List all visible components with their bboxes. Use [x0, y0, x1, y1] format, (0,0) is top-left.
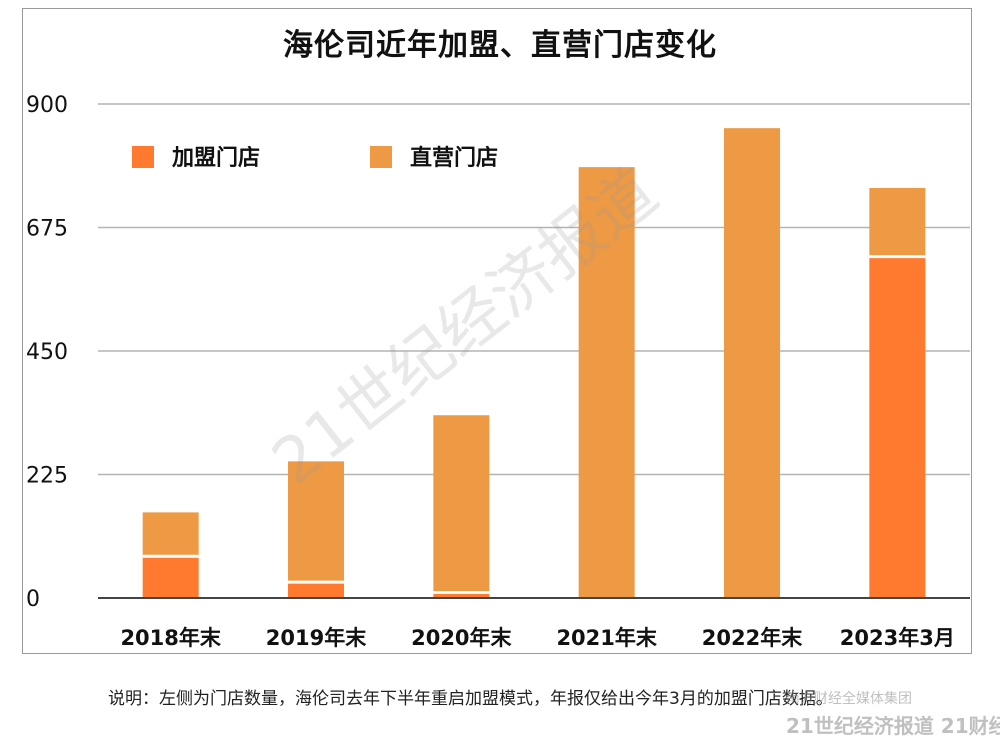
- y-tick-label: 0: [26, 587, 40, 612]
- bars-layer: [142, 128, 926, 598]
- y-tick-label: 675: [26, 217, 68, 242]
- x-tick-label: 2019年末: [266, 626, 367, 650]
- chart-title: 海伦司近年加盟、直营门店变化: [283, 28, 717, 63]
- bar-franchise: [433, 592, 490, 598]
- stacked-bar-chart: 0 225 450 675 900 2018年末 2019年末 2020年末 2021年末 202…: [26, 93, 970, 650]
- legend-swatch-franchise: [132, 146, 154, 168]
- chart-note: 说明：左侧为门店数量，海伦司去年下半年重启加盟模式，年报仅给出今年3月的加盟门店…: [108, 689, 833, 709]
- axis-layer: 0 225 450 675 900 2018年末 2019年末 2020年末 2021年末 202…: [26, 93, 970, 650]
- x-tick-label: 2023年3月: [840, 626, 955, 650]
- bar-direct: [869, 187, 926, 257]
- bar-direct: [288, 461, 344, 583]
- bar-direct: [724, 128, 780, 598]
- bar-direct: [433, 415, 490, 593]
- logo-line-2: 21世纪经济报道 21财经: [786, 714, 1000, 738]
- x-tick-label: 2022年末: [702, 626, 803, 650]
- bar-franchise: [288, 582, 344, 598]
- bar-franchise: [869, 256, 926, 598]
- x-tick-label: 2020年末: [411, 626, 512, 650]
- legend-layer: 加盟门店 直营门店: [132, 145, 498, 171]
- legend-label-franchise: 加盟门店: [171, 145, 260, 171]
- grid-layer: [98, 103, 970, 476]
- legend-swatch-direct: [370, 146, 392, 168]
- bar-direct: [142, 512, 199, 557]
- bar-franchise: [142, 556, 199, 598]
- x-tick-label: 2021年末: [556, 626, 657, 650]
- bar-direct: [578, 167, 635, 598]
- y-tick-label: 450: [26, 340, 68, 365]
- legend-label-direct: 直营门店: [410, 145, 498, 171]
- x-tick-label: 2018年末: [120, 626, 221, 650]
- y-tick-label: 900: [26, 93, 68, 118]
- y-tick-label: 225: [26, 464, 68, 489]
